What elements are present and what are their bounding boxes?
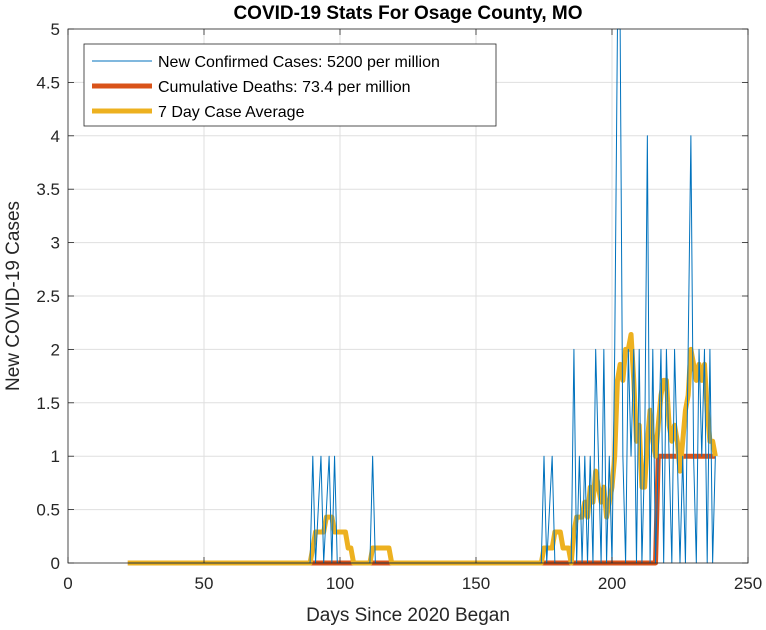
x-axis-ticks: 0 50 100 150 200 250 xyxy=(63,29,762,593)
y-tick-label: 0.5 xyxy=(36,501,60,520)
x-tick-label: 100 xyxy=(326,574,354,593)
y-tick-label: 1 xyxy=(51,447,60,466)
x-axis-label: Days Since 2020 Began xyxy=(306,605,510,626)
legend-box xyxy=(83,43,497,127)
legend-label: New Confirmed Cases: 5200 per million xyxy=(158,54,440,71)
legend: New Confirmed Cases: 5200 per million Cum… xyxy=(83,43,497,127)
x-tick-label: 250 xyxy=(734,574,762,593)
seven-day-average-line xyxy=(127,331,718,566)
y-tick-label: 5 xyxy=(51,20,60,39)
x-tick-label: 50 xyxy=(195,574,214,593)
y-tick-label: 2.5 xyxy=(36,287,60,306)
y-tick-label: 4.5 xyxy=(36,73,60,92)
x-tick-label: 200 xyxy=(598,574,626,593)
y-tick-label: 1.5 xyxy=(36,394,60,413)
x-tick-label: 150 xyxy=(462,574,490,593)
legend-entries: New Confirmed Cases: 5200 per million Cum… xyxy=(92,54,440,121)
x-tick-label: 0 xyxy=(63,574,72,593)
y-tick-label: 2 xyxy=(51,340,60,359)
y-tick-label: 0 xyxy=(51,554,60,573)
y-tick-label: 4 xyxy=(51,127,60,146)
y-tick-label: 3 xyxy=(51,234,60,253)
y-axis-label: New COVID-19 Cases xyxy=(3,201,24,391)
legend-label: 7 Day Case Average xyxy=(158,104,305,121)
y-axis-ticks: 0 0.5 1 1.5 2 2.5 3 3.5 4 4.5 5 xyxy=(36,20,748,573)
legend-label: Cumulative Deaths: 73.4 per million xyxy=(158,79,411,96)
chart-title: COVID-19 Stats For Osage County, MO xyxy=(233,3,582,24)
y-tick-label: 3.5 xyxy=(36,180,60,199)
